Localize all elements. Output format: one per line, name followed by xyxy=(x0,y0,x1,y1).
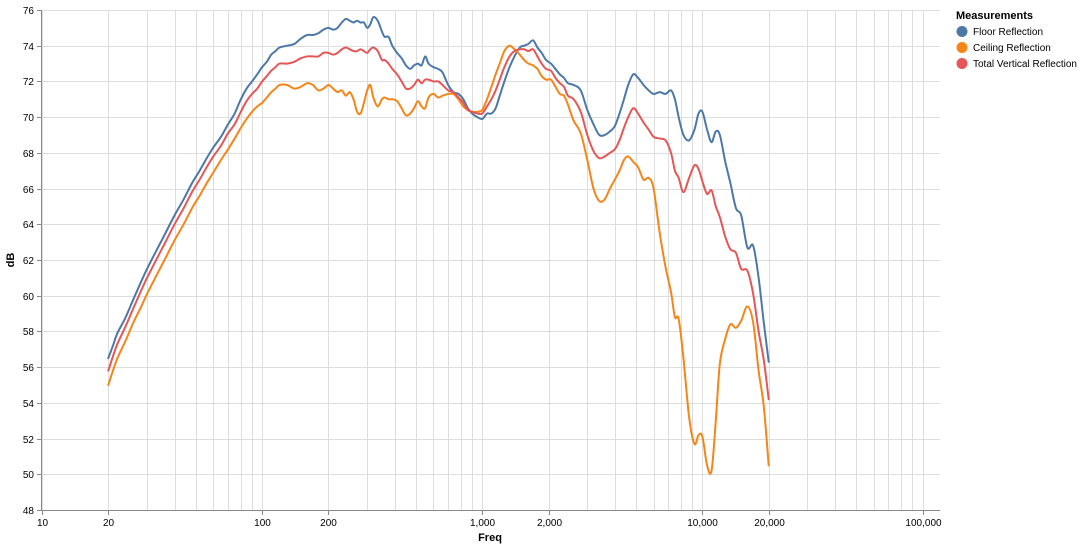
legend-label-ceiling-reflection: Ceiling Reflection xyxy=(973,43,1051,54)
legend-swatch-ceiling-reflection xyxy=(956,42,968,53)
y-tick-label-7: 62 xyxy=(23,256,35,267)
series-line-total-vertical-reflection xyxy=(107,46,770,401)
y-axis: 48 50 52 54 56 58 60 62 64 66 68 70 72 74 76 xyxy=(23,6,42,517)
y-tick-label-0: 48 xyxy=(23,506,35,517)
legend-swatch-floor-reflection xyxy=(956,26,968,37)
y-tick-label-10: 68 xyxy=(23,149,35,160)
x-tick-label-0: 10 xyxy=(37,518,49,529)
legend-title: Measurements xyxy=(956,10,1033,22)
y-tick-label-13: 74 xyxy=(23,42,35,53)
legend-label-total-vertical-reflection: Total Vertical Reflection xyxy=(973,59,1077,70)
x-tick-label-1: 20 xyxy=(103,518,115,529)
x-axis: 10 20 100 200 1,000 2,000 10,000 20,000 100,000 xyxy=(37,510,942,529)
series-line-ceiling-reflection xyxy=(107,44,770,475)
y-tick-label-8: 64 xyxy=(23,220,35,231)
y-tick-label-2: 52 xyxy=(23,435,35,446)
x-tick-label-4: 1,000 xyxy=(470,518,495,529)
legend: Measurements Floor Reflection Ceiling Ref… xyxy=(956,10,1077,70)
y-tick-label-14: 76 xyxy=(23,6,35,17)
y-tick-label-5: 58 xyxy=(23,327,35,338)
x-axis-title: Freq xyxy=(478,532,502,544)
series-lines xyxy=(107,16,770,475)
axes: 10 20 100 200 1,000 2,000 10,000 20,000 100,000 … xyxy=(5,6,942,544)
legend-label-floor-reflection: Floor Reflection xyxy=(973,27,1043,38)
legend-swatch-total-vertical-reflection xyxy=(956,58,968,69)
y-tick-label-9: 66 xyxy=(23,185,35,196)
x-tick-label-2: 100 xyxy=(254,518,271,529)
y-tick-label-1: 50 xyxy=(23,470,35,481)
x-tick-label-8: 100,000 xyxy=(905,518,942,529)
y-tick-label-6: 60 xyxy=(23,292,35,303)
y-axis-title: dB xyxy=(5,253,17,268)
y-tick-label-12: 72 xyxy=(23,77,35,88)
y-tick-label-11: 70 xyxy=(23,113,35,124)
x-tick-label-3: 200 xyxy=(320,518,337,529)
legend-items: Floor Reflection Ceiling Reflection Total … xyxy=(956,26,1077,70)
x-tick-label-7: 20,000 xyxy=(754,518,785,529)
series-line-floor-reflection xyxy=(107,16,770,363)
y-tick-label-4: 56 xyxy=(23,363,35,374)
x-tick-label-6: 10,000 xyxy=(687,518,718,529)
y-tick-label-3: 54 xyxy=(23,399,35,410)
x-tick-label-5: 2,000 xyxy=(537,518,562,529)
